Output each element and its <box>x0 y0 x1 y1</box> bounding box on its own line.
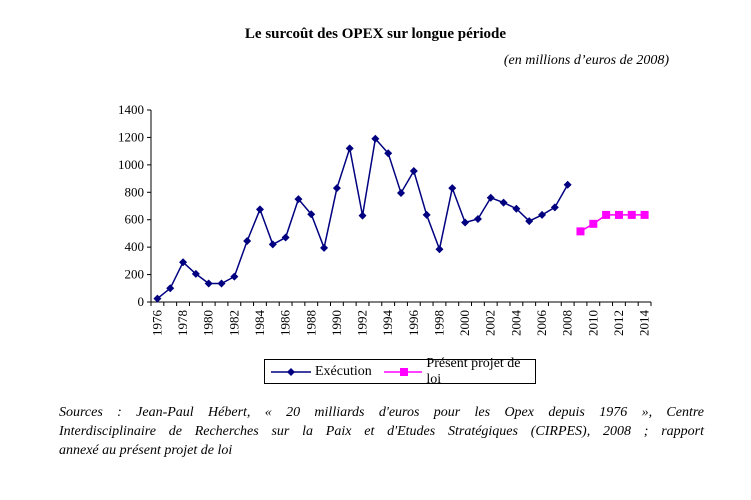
line-chart: 0 200 400 600 800 1000 1200 1400 1976 1978 1980 198… <box>118 102 652 336</box>
series-projet-de-loi <box>576 210 649 236</box>
x-tick-label: 2004 <box>508 310 523 337</box>
x-tick-label: 2000 <box>457 310 472 336</box>
y-tick-label: 1400 <box>118 102 144 117</box>
x-tick-label: 1978 <box>175 310 190 336</box>
sources-note: Sources : Jean-Paul Hébert, « 20 milliar… <box>59 403 704 460</box>
data-point <box>345 144 354 153</box>
x-tick-label: 1992 <box>355 310 370 336</box>
data-point <box>320 243 329 252</box>
x-tick-label: 2012 <box>611 310 626 336</box>
data-point <box>409 167 418 176</box>
data-point <box>473 215 482 224</box>
data-point <box>499 198 508 207</box>
legend-label-projet: Présent projet de loi <box>426 355 521 387</box>
data-point <box>307 210 316 219</box>
data-point <box>602 210 611 219</box>
y-tick-label: 1000 <box>118 157 144 172</box>
data-point <box>243 236 252 245</box>
x-tick-label: 1990 <box>329 310 344 336</box>
x-tick-label: 2008 <box>560 310 575 336</box>
data-point <box>538 210 547 219</box>
data-point <box>358 211 367 220</box>
x-tick-label: 2006 <box>534 310 549 337</box>
sources-line-3: annexé au présent projet de loi <box>59 443 233 458</box>
legend-item-execution: Exécution <box>271 364 372 380</box>
data-point <box>422 210 431 219</box>
x-tick-label: 1994 <box>380 310 395 337</box>
data-point <box>255 205 264 214</box>
data-point <box>486 193 495 202</box>
chart-title: Le surcoût des OPEX sur longue période <box>244 26 507 42</box>
series-execution <box>153 134 572 303</box>
x-tick-label: 1996 <box>406 310 421 337</box>
legend-label-execution: Exécution <box>315 363 372 379</box>
y-tick-label: 1200 <box>118 129 144 144</box>
data-point <box>281 233 290 242</box>
legend-item-projet: Présent projet de loi <box>383 355 535 388</box>
data-point <box>294 195 303 204</box>
axes: 0 200 400 600 800 1000 1200 1400 1976 1978 1980 198… <box>118 102 652 336</box>
sources-line-2: Interdisciplinaire de Recherches sur la … <box>59 424 704 439</box>
x-tick-label: 1980 <box>201 310 216 336</box>
data-point <box>627 210 636 219</box>
data-point <box>384 149 393 158</box>
x-tick-label: 2010 <box>585 310 600 336</box>
x-tick-label: 1982 <box>226 310 241 336</box>
data-point <box>230 272 239 281</box>
series-layer <box>153 134 649 303</box>
data-point <box>397 188 405 197</box>
legend-marker-projet <box>383 367 423 376</box>
y-tick-label: 0 <box>138 294 145 309</box>
x-tick-label: 1976 <box>149 310 164 337</box>
data-point <box>550 203 559 212</box>
y-tick-label: 200 <box>125 267 145 282</box>
data-point <box>461 218 470 227</box>
data-point <box>512 204 521 213</box>
x-tick-label: 1998 <box>431 310 446 336</box>
legend-marker-execution <box>271 367 311 376</box>
x-tick-label: 2002 <box>483 310 498 336</box>
y-tick-label: 800 <box>125 184 145 199</box>
data-point <box>204 279 213 288</box>
x-tick-label: 1984 <box>252 310 267 337</box>
chart-subtitle: (en millions d’euros de 2008) <box>503 53 669 68</box>
data-point <box>589 219 598 228</box>
data-point <box>576 227 585 236</box>
data-point <box>217 279 226 288</box>
data-point <box>268 240 277 249</box>
sources-line-1: Sources : Jean-Paul Hébert, « 20 milliar… <box>59 405 704 420</box>
data-point <box>435 245 444 254</box>
data-point <box>153 294 162 303</box>
data-point <box>525 217 534 226</box>
data-point <box>563 180 572 189</box>
data-point <box>614 210 623 219</box>
data-point <box>191 269 200 278</box>
x-tick-label: 2014 <box>637 310 652 337</box>
data-point <box>179 258 188 267</box>
x-tick-label: 1986 <box>278 310 293 337</box>
legend: Exécution Présent projet de loi <box>264 356 536 387</box>
data-point <box>332 184 341 193</box>
y-tick-label: 400 <box>125 239 145 254</box>
y-tick-label: 600 <box>125 212 145 227</box>
data-point <box>640 210 649 219</box>
data-point <box>371 134 380 143</box>
data-point <box>166 284 175 293</box>
x-tick-label: 1988 <box>303 310 318 336</box>
data-point <box>448 184 457 193</box>
